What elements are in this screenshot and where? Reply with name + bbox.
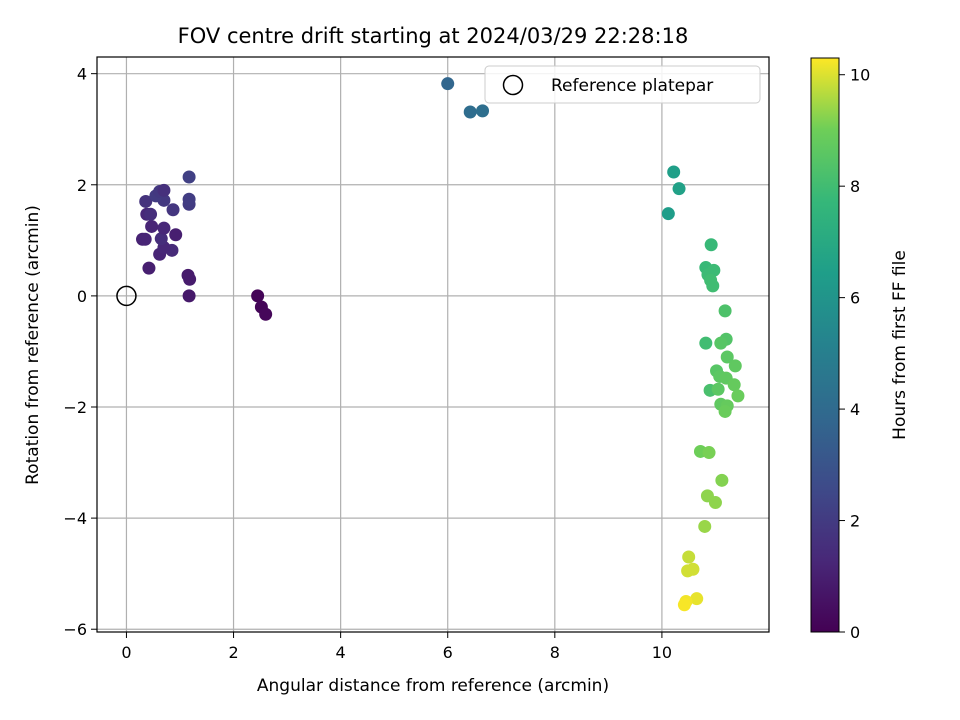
data-point (476, 104, 490, 118)
plot-frame (96, 56, 770, 633)
data-point (686, 562, 700, 576)
x-tick-label: 0 (121, 643, 131, 662)
reference-platepar-marker (116, 285, 137, 307)
data-point (142, 261, 156, 275)
data-point (711, 382, 725, 396)
data-point (667, 165, 681, 179)
data-point (704, 238, 718, 252)
y-tick-label: −4 (63, 509, 87, 528)
x-tick-label: 6 (443, 643, 453, 662)
data-point (145, 219, 159, 233)
data-point (718, 304, 732, 318)
y-axis-ticks: −6 −4 −2 0 2 4 (63, 65, 97, 639)
data-point (699, 336, 713, 350)
chart-title: FOV centre drift starting at 2024/03/29 … (178, 24, 689, 48)
colorbar-tick-label: 10 (850, 66, 870, 85)
y-tick-label: −6 (63, 620, 87, 639)
y-axis-label: Rotation from reference (arcmin) (23, 205, 43, 485)
data-point (463, 105, 477, 119)
data-point (251, 289, 265, 303)
legend: Reference platepar (484, 65, 761, 104)
data-point (169, 228, 183, 242)
data-point (154, 232, 168, 246)
data-point (690, 592, 704, 606)
data-point (441, 77, 455, 91)
data-point (157, 221, 171, 235)
data-point (166, 203, 180, 217)
legend-marker (502, 74, 524, 96)
colorbar-gradient (810, 57, 840, 633)
data-point (677, 598, 691, 612)
data-point (728, 359, 742, 373)
data-point (182, 192, 196, 206)
colorbar-tick-label: 4 (850, 400, 860, 419)
x-tick-label: 4 (336, 643, 346, 662)
data-point (706, 279, 720, 293)
y-tick-label: 4 (77, 65, 87, 84)
data-point (715, 473, 729, 487)
colorbar-tick-label: 6 (850, 289, 860, 308)
x-tick-label: 8 (550, 643, 560, 662)
x-axis-ticks: 0 2 4 6 8 10 (121, 632, 672, 662)
grid-lines (97, 57, 769, 632)
y-tick-label: 2 (77, 176, 87, 195)
data-point (139, 194, 153, 208)
data-point (182, 170, 196, 184)
data-point (698, 519, 712, 533)
colorbar-ticks: 0 2 4 6 8 10 (839, 66, 870, 642)
data-point (157, 183, 171, 197)
data-point (720, 350, 734, 364)
colorbar-label: Hours from first FF file (890, 250, 910, 440)
x-axis-label: Angular distance from reference (arcmin) (257, 676, 609, 696)
data-point (144, 207, 158, 221)
x-tick-label: 2 (228, 643, 238, 662)
data-point (718, 404, 732, 418)
y-tick-label: 0 (77, 287, 87, 306)
data-point (181, 268, 195, 282)
data-point (702, 446, 716, 460)
data-point (731, 389, 745, 403)
data-point (661, 207, 675, 221)
colorbar-tick-label: 2 (850, 512, 860, 531)
data-points (136, 77, 745, 612)
y-tick-label: −2 (63, 398, 87, 417)
colorbar-tick-label: 8 (850, 177, 860, 196)
colorbar: 0 2 4 6 8 10 Hours from first FF file (810, 57, 910, 642)
x-tick-label: 10 (652, 643, 672, 662)
data-point (672, 182, 686, 196)
legend-box (484, 65, 761, 104)
data-point (182, 289, 196, 303)
data-point (259, 307, 273, 321)
data-point (708, 496, 722, 510)
data-point (714, 336, 728, 350)
legend-entry-reference: Reference platepar (551, 76, 713, 96)
data-point (682, 550, 696, 564)
data-point (727, 378, 741, 392)
colorbar-tick-label: 0 (850, 623, 860, 642)
data-point (138, 232, 152, 246)
